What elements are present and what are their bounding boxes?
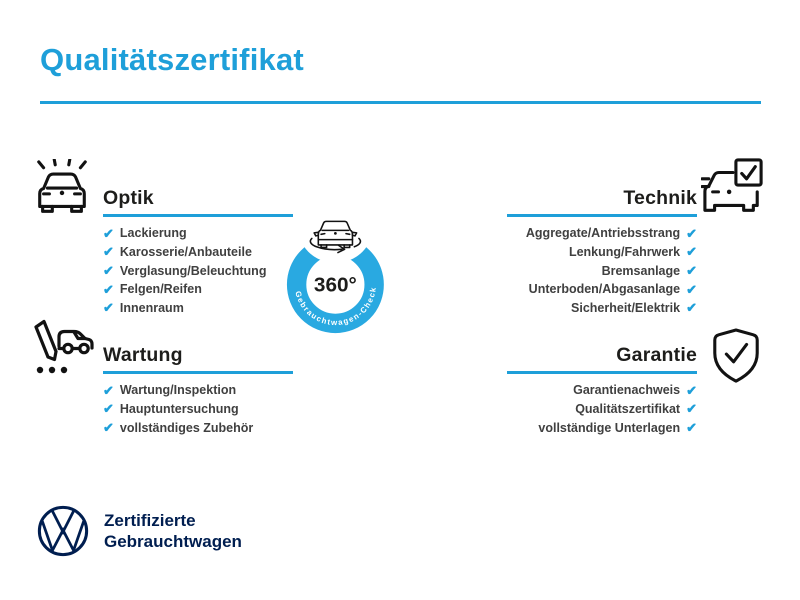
shield-check-icon — [713, 328, 759, 383]
checklist-item: ✔ Hauptuntersuchung — [103, 400, 293, 419]
checklist-item-label: Garantienachweis — [573, 383, 681, 398]
checklist-item-label: Karosserie/Anbauteile — [119, 244, 252, 259]
check-icon: ✔ — [103, 281, 114, 297]
checklist-item-label: Bremsanlage — [601, 263, 681, 278]
checklist-technik: ✔ Aggregate/Antriebsstrang ✔ Lenkung/Fahrw… — [507, 224, 697, 317]
check-icon: ✔ — [686, 244, 697, 260]
checklist-item: ✔ vollständiges Zubehör — [103, 418, 293, 437]
check-icon: ✔ — [103, 263, 114, 279]
section-divider — [507, 371, 697, 374]
section-divider — [507, 214, 697, 217]
section-garantie: Garantie ✔ Garantienachweis ✔ Qualitätszer… — [507, 344, 697, 437]
check-icon: ✔ — [103, 401, 114, 417]
checklist-item: ✔ Qualitätszertifikat — [507, 400, 697, 419]
check-icon: ✔ — [686, 225, 697, 241]
brand-claim-line2: Gebrauchtwagen — [104, 532, 242, 551]
title-divider — [40, 101, 761, 104]
section-technik: Technik ✔ Aggregate/Antriebsstrang ✔ Lenku… — [507, 187, 697, 317]
page-title: Qualitätszertifikat — [40, 42, 304, 77]
checklist-item-label: Unterboden/Abgasanlage — [528, 282, 681, 297]
check-icon: ✔ — [103, 244, 114, 260]
check-icon: ✔ — [686, 382, 697, 398]
checklist-item-label: Innenraum — [119, 300, 184, 315]
check-icon: ✔ — [686, 281, 697, 297]
checklist-item-label: Hauptuntersuchung — [119, 401, 239, 416]
checklist-item-label: vollständiges Zubehör — [119, 420, 254, 435]
section-title-optik: Optik — [103, 187, 154, 209]
badge-center-value: 360° — [314, 274, 357, 297]
checklist-item: ✔ Felgen/Reifen — [103, 280, 293, 299]
polished-car-icon — [37, 159, 87, 213]
section-divider — [103, 214, 293, 217]
section-divider — [103, 371, 293, 374]
check-icon: ✔ — [686, 420, 697, 436]
car-checkbox-icon — [701, 158, 763, 212]
checklist-item: ✔ vollständige Unterlagen — [507, 418, 697, 437]
section-title-garantie: Garantie — [616, 344, 697, 366]
brand-claim-line1: Zertifizierte — [104, 511, 196, 530]
checklist-item: ✔ Bremsanlage — [507, 261, 697, 280]
section-wartung: Wartung ✔ Wartung/Inspektion ✔ Hauptunters… — [103, 344, 293, 437]
checklist-item-label: Wartung/Inspektion — [119, 383, 237, 398]
brand-claim: Zertifizierte Gebrauchtwagen — [104, 510, 242, 552]
checklist-optik: ✔ Lackierung ✔ Karosserie/Anbauteile ✔ Verg… — [103, 224, 293, 317]
check-icon: ✔ — [103, 420, 114, 436]
checklist-item: ✔ Unterboden/Abgasanlage — [507, 280, 697, 299]
checklist-item: ✔ Sicherheit/Elektrik — [507, 298, 697, 317]
check-icon: ✔ — [686, 300, 697, 316]
vw-logo — [37, 505, 89, 557]
rotating-car-icon — [309, 220, 362, 254]
checklist-item: ✔ Lenkung/Fahrwerk — [507, 243, 697, 262]
checklist-wartung: ✔ Wartung/Inspektion ✔ Hauptuntersuchung ✔… — [103, 381, 293, 437]
check-icon: ✔ — [103, 382, 114, 398]
section-title-wartung: Wartung — [103, 344, 183, 366]
check-icon: ✔ — [103, 225, 114, 241]
checklist-item-label: Verglasung/Beleuchtung — [119, 263, 267, 278]
badge-360-check: Gebrauchtwagen-Check 360° — [286, 186, 384, 334]
check-icon: ✔ — [686, 263, 697, 279]
checklist-item-label: Lenkung/Fahrwerk — [568, 244, 681, 259]
checklist-garantie: ✔ Garantienachweis ✔ Qualitätszertifikat ✔… — [507, 381, 697, 437]
checklist-item-label: Felgen/Reifen — [119, 282, 202, 297]
checklist-item-label: Lackierung — [119, 226, 187, 241]
check-icon: ✔ — [686, 401, 697, 417]
section-title-technik: Technik — [623, 187, 697, 209]
checklist-item: ✔ Verglasung/Beleuchtung — [103, 261, 293, 280]
checklist-item: ✔ Aggregate/Antriebsstrang — [507, 224, 697, 243]
checklist-item: ✔ Garantienachweis — [507, 381, 697, 400]
checklist-item: ✔ Innenraum — [103, 298, 293, 317]
checklist-item-label: vollständige Unterlagen — [538, 420, 681, 435]
section-optik: Optik ✔ Lackierung ✔ Karosserie/Anbauteile… — [103, 187, 293, 317]
checklist-item-label: Sicherheit/Elektrik — [571, 300, 681, 315]
brand-footer: Zertifizierte Gebrauchtwagen — [36, 504, 242, 558]
checklist-item-label: Aggregate/Antriebsstrang — [525, 226, 681, 241]
checklist-item: ✔ Wartung/Inspektion — [103, 381, 293, 400]
check-icon: ✔ — [103, 300, 114, 316]
pencil-vehicle-icon — [34, 319, 94, 374]
checklist-item: ✔ Karosserie/Anbauteile — [103, 243, 293, 262]
checklist-item-label: Qualitätszertifikat — [575, 401, 681, 416]
checklist-item: ✔ Lackierung — [103, 224, 293, 243]
